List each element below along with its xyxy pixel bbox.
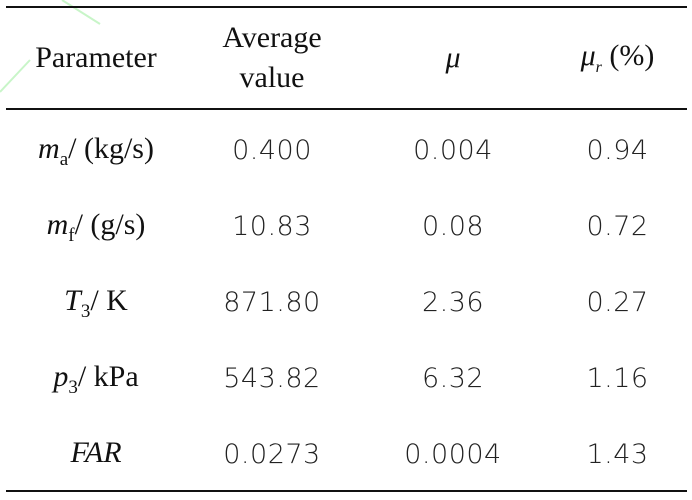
- param-subscript: 3: [68, 377, 78, 398]
- header-mu: μ: [358, 10, 548, 106]
- table-cell-average: 10.83: [232, 211, 312, 242]
- table-row-param: ma/ (kg/s): [6, 124, 186, 178]
- table-cell-mu-r: 0.72: [586, 211, 649, 242]
- table-cell-mu-r: 1.43: [586, 439, 649, 470]
- table-cell-average: 543.82: [223, 363, 321, 394]
- header-mu-r: μr (%): [548, 10, 687, 106]
- table-cell-mu: 0.004: [413, 135, 493, 166]
- param-unit: / K: [90, 284, 128, 317]
- table-cell-mu-r: 0.27: [586, 287, 649, 318]
- header-average-value: Average value: [186, 10, 358, 106]
- param-unit: / kPa: [77, 360, 139, 393]
- table-top-rule: [6, 6, 687, 8]
- param-subscript: 3: [80, 301, 91, 322]
- table-cell-mu: 2.36: [421, 287, 485, 318]
- header-mu-r-symbol: μ: [580, 38, 596, 72]
- param-unit: / (g/s): [74, 208, 146, 241]
- param-subscript: f: [68, 225, 75, 246]
- param-symbol: m: [46, 208, 69, 241]
- header-mu-symbol: μ: [445, 41, 461, 74]
- param-symbol: p: [53, 360, 69, 393]
- param-symbol: FAR: [70, 436, 122, 469]
- table-cell-mu: 0.08: [421, 211, 485, 242]
- header-average-line1: Average: [222, 21, 322, 54]
- param-symbol: T: [64, 284, 81, 317]
- table-row-param: FAR: [6, 428, 186, 482]
- param-symbol: m: [38, 132, 60, 165]
- header-parameter-label: Parameter: [35, 41, 157, 74]
- table-cell-mu-r: 0.94: [586, 135, 649, 166]
- table-row-param: T3/ K: [6, 276, 186, 330]
- table-cell-mu: 0.0004: [404, 439, 502, 470]
- header-mu-r-unit: (%): [609, 38, 655, 72]
- param-subscript: a: [59, 149, 69, 170]
- header-mu-r-subscript: r: [595, 58, 602, 76]
- table-row-param: p3/ kPa: [6, 352, 186, 406]
- header-parameter: Parameter: [6, 10, 186, 106]
- header-average-line2: value: [239, 61, 305, 94]
- table-cell-average: 0.400: [232, 135, 312, 166]
- table-cell-mu: 6.32: [421, 363, 485, 394]
- param-unit: / (kg/s): [68, 132, 154, 165]
- table-header-rule: [6, 108, 687, 110]
- table-cell-average: 0.0273: [223, 439, 321, 470]
- table-cell-mu-r: 1.16: [586, 363, 649, 394]
- table-row-param: mf/ (g/s): [6, 200, 186, 254]
- table-cell-average: 871.80: [223, 287, 321, 318]
- table-bottom-rule: [6, 490, 687, 492]
